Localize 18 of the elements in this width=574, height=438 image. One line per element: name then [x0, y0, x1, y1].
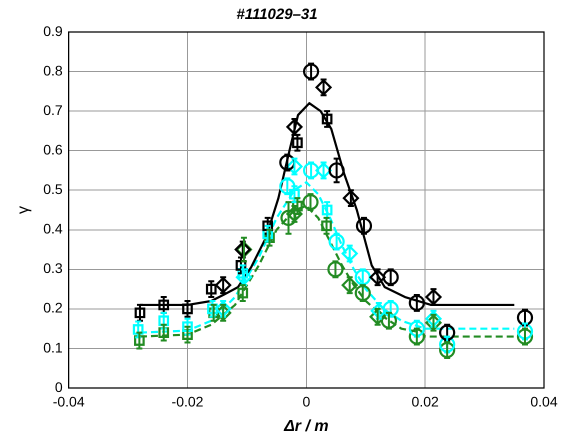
y-axis-title: γ — [15, 206, 32, 214]
x-tick-label: 0.02 — [412, 393, 439, 410]
y-tick-label: 0.8 — [43, 62, 63, 78]
y-tick-label: 0.7 — [43, 102, 63, 118]
y-tick-label: 0 — [54, 378, 63, 395]
x-tick-label: -0.04 — [52, 393, 85, 410]
y-tick-label: 0.2 — [43, 300, 63, 316]
y-tick-label: 0.5 — [43, 181, 63, 198]
y-tick-label: 0.1 — [43, 339, 63, 356]
x-axis-title: Δr / m — [283, 418, 329, 435]
y-tick-label: 0.9 — [43, 22, 63, 39]
chart-title: #111029–31 — [236, 6, 318, 24]
y-tick-label: 0.3 — [43, 260, 63, 276]
x-tick-label: -0.02 — [172, 393, 204, 410]
x-tick-label: 0.04 — [530, 393, 558, 410]
y-tick-label: 0.6 — [43, 142, 63, 158]
y-tick-label: 0.4 — [43, 220, 63, 237]
x-tick-label: 0 — [302, 393, 310, 410]
